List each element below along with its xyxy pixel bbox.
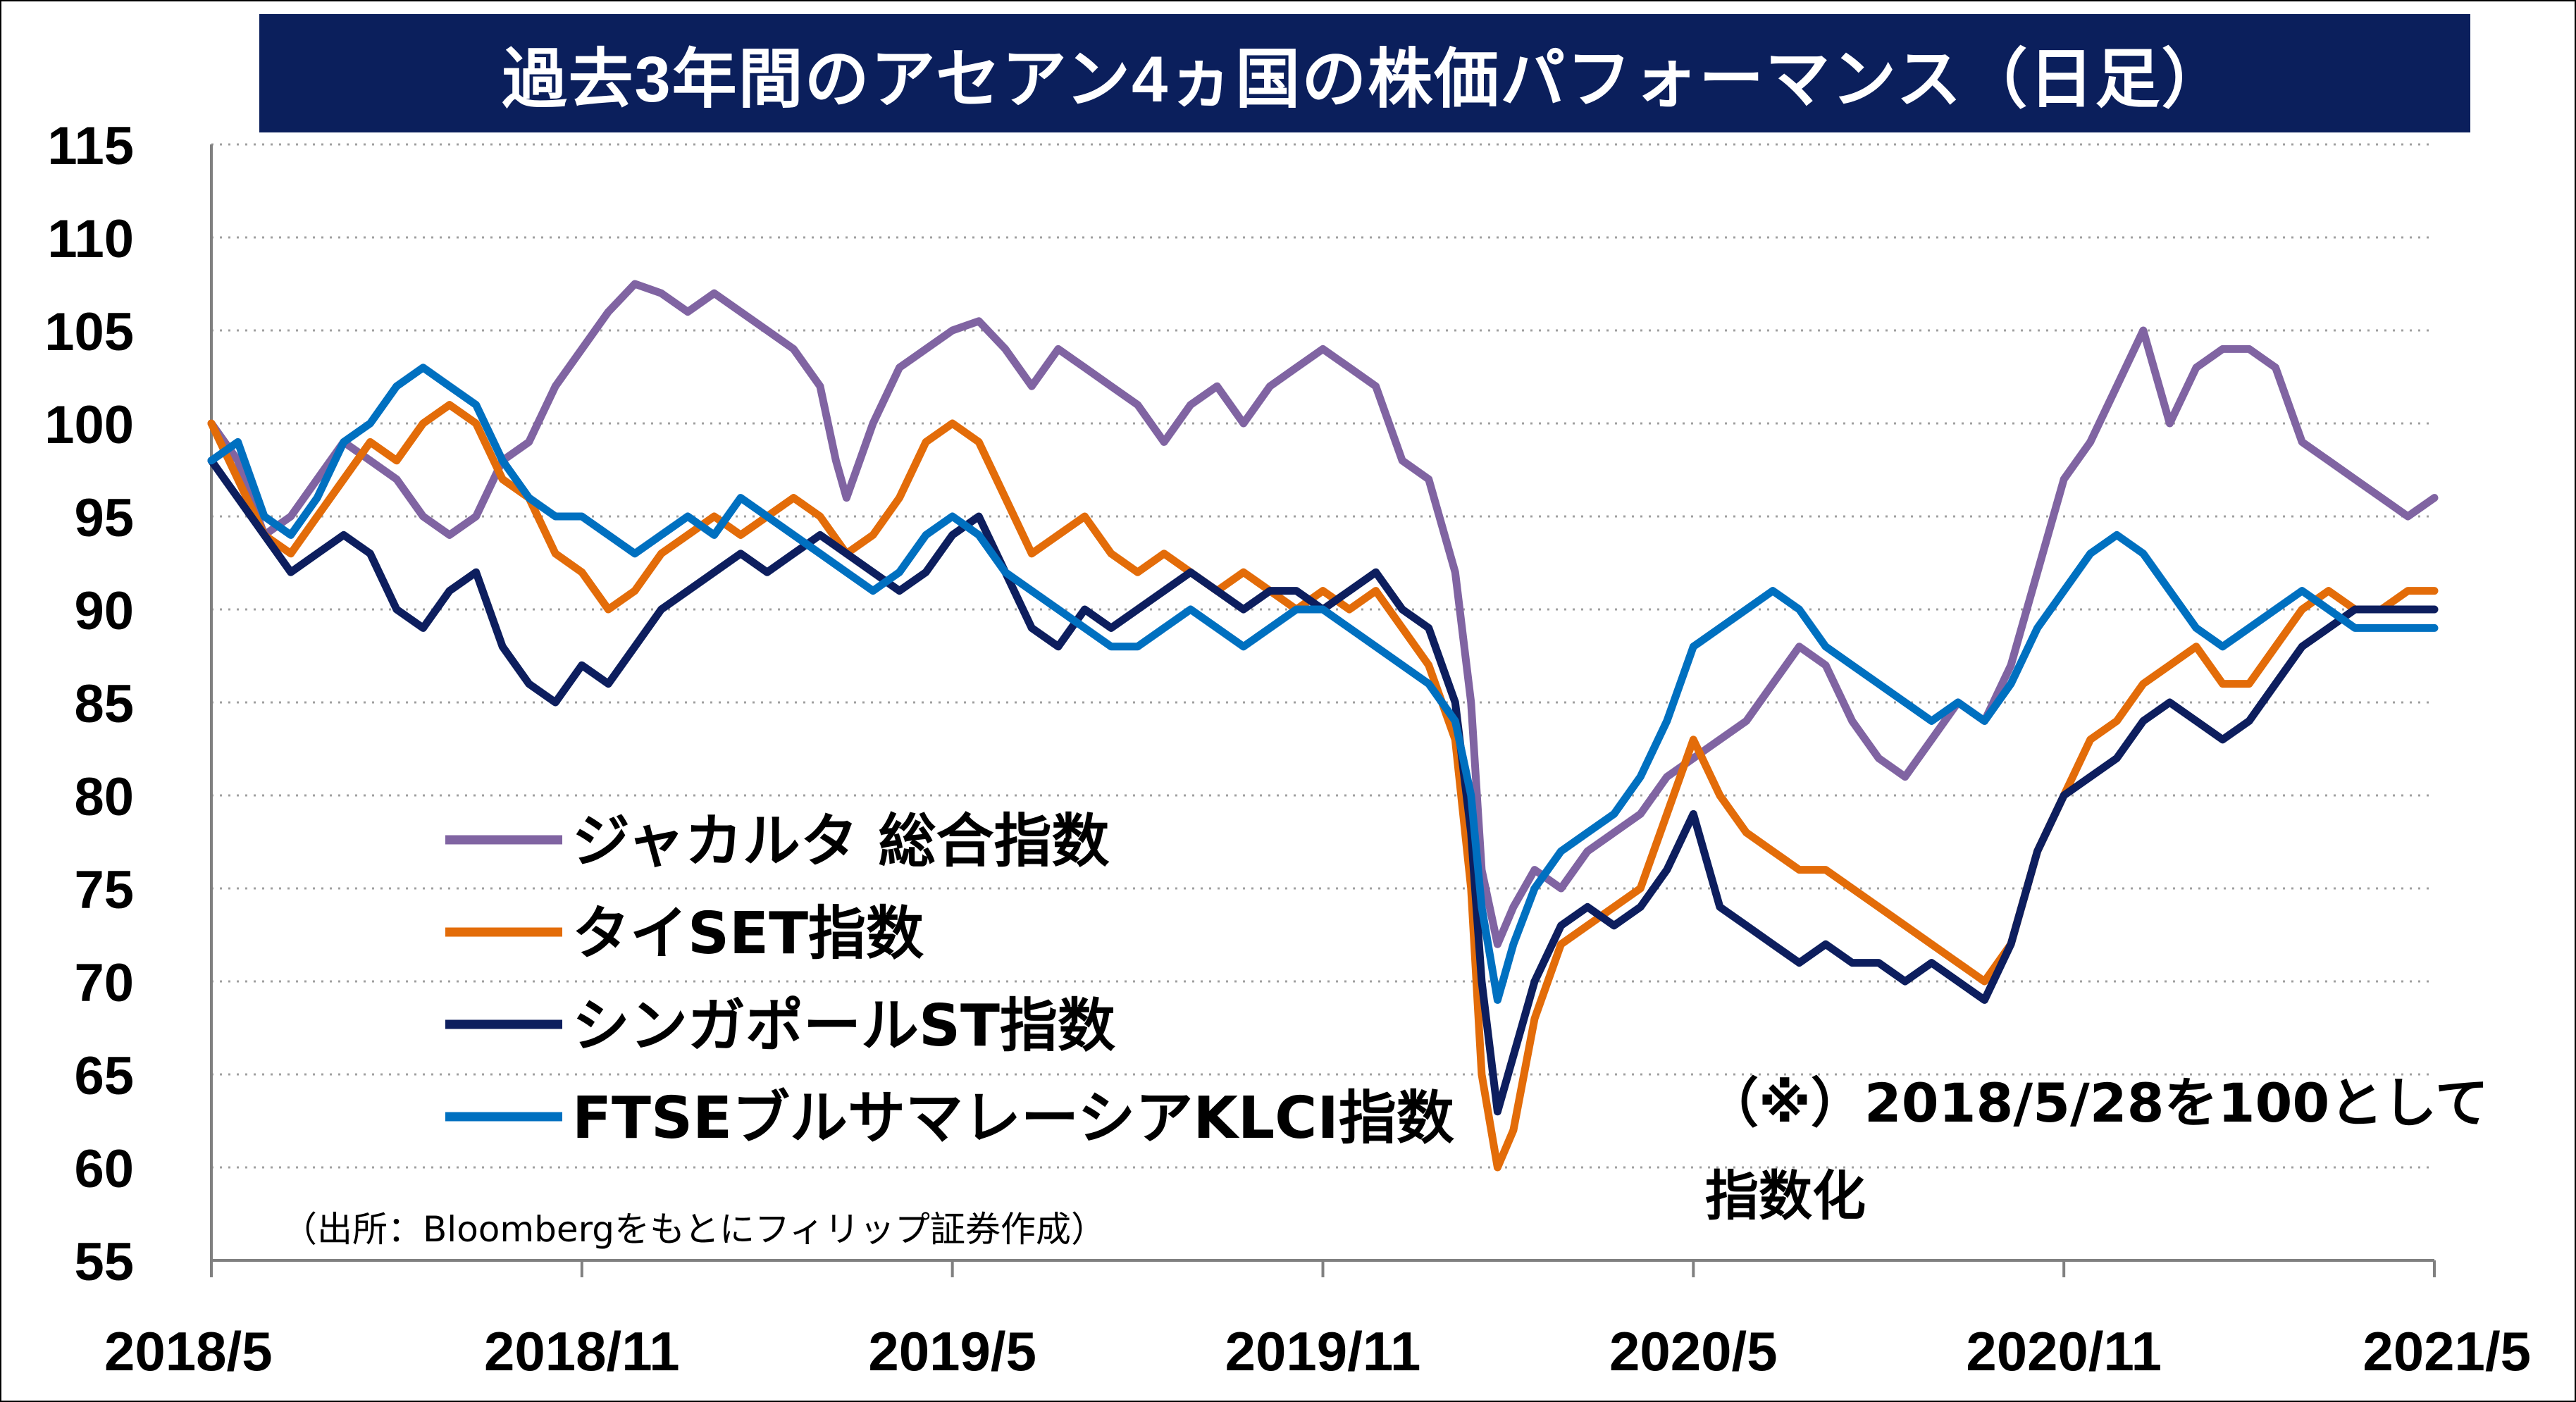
y-tick-label: 115 [47,116,134,176]
y-tick-label: 80 [74,767,134,827]
legend-label-1: ジャカルタ 総合指数 [572,808,1109,875]
series-line-1 [207,280,2439,948]
y-tick-label: 60 [74,1139,134,1199]
y-tick-label: 100 [44,395,134,455]
legend-label-4: FTSEブルサマレーシアKLCI指数 [572,1085,1454,1152]
y-tick-label: 75 [74,860,134,920]
x-tick-label: 2020/5 [1609,1320,1778,1382]
series-line-2 [207,401,2439,1172]
note-line-2: 指数化 [1705,1165,1866,1227]
y-tick-label: 105 [44,302,134,362]
y-tick-label: 90 [74,581,134,641]
x-tick-label: 2020/11 [1966,1320,2162,1382]
y-tick-label: 70 [74,953,134,1013]
x-tick-label: 2019/5 [868,1320,1036,1382]
legend-label-2: タイSET指数 [572,900,924,967]
x-tick-label: 2019/11 [1225,1320,1421,1382]
note-line-1: （※）2018/5/28を100として [1705,1072,2489,1134]
chart-title: 過去3年間のアセアン4ヵ国の株価パフォーマンス（日足） [502,43,2228,116]
series-lines [207,280,2439,1172]
series-line-4 [207,364,2439,1004]
source-note: （出所：Bloombergをもとにフィリップ証券作成） [282,1209,1106,1250]
y-tick-label: 65 [74,1046,134,1106]
y-tick-label: 85 [74,674,134,734]
axes: 55 60 65 70 75 80 85 90 95 100 105 110 115 2018/5 2018… [44,116,2531,1382]
legend-label-3: シンガポールST指数 [572,993,1115,1060]
title-bar: 過去3年間のアセアン4ヵ国の株価パフォーマンス（日足） [259,14,2470,132]
grid-lines [211,143,2434,1169]
y-tick-label: 55 [74,1232,134,1292]
y-tick-label: 110 [47,209,134,269]
x-tick-label: 2021/5 [2363,1320,2531,1382]
y-tick-label: 95 [74,488,134,548]
x-tick-label: 2018/5 [104,1320,273,1382]
series-line-3 [207,457,2439,1116]
x-tick-label: 2018/11 [484,1320,680,1382]
